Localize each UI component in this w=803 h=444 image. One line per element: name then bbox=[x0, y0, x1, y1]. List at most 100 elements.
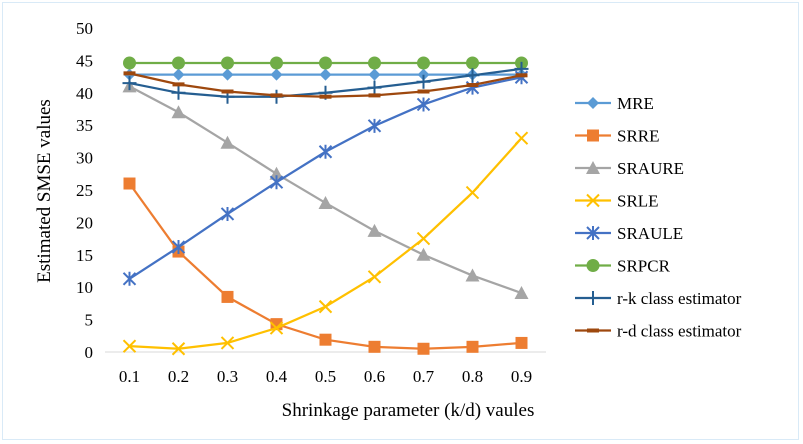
legend-label: r-d class estimator bbox=[617, 322, 742, 341]
data-point bbox=[466, 340, 479, 353]
data-point bbox=[270, 56, 283, 70]
series-r-d-class-estimator bbox=[123, 71, 528, 99]
y-tick-label: 20 bbox=[76, 213, 93, 232]
data-point bbox=[416, 247, 431, 261]
legend-marker bbox=[586, 259, 600, 272]
y-tick-label: 40 bbox=[76, 84, 93, 103]
x-tick-label: 0.5 bbox=[315, 367, 336, 386]
data-point bbox=[368, 340, 381, 353]
data-point bbox=[367, 80, 382, 95]
series-line bbox=[128, 76, 522, 280]
y-tick-label: 30 bbox=[76, 149, 93, 168]
data-point bbox=[319, 56, 332, 70]
legend-marker bbox=[586, 193, 600, 208]
y-axis-title: Estimated SMSE values bbox=[34, 99, 55, 283]
x-tick-label: 0.1 bbox=[119, 367, 140, 386]
data-point bbox=[122, 271, 137, 286]
legend-item: SRPCR bbox=[575, 257, 671, 276]
series-r-k-class-estimator bbox=[122, 61, 529, 104]
legend: MRE SRRE SRAURE SRLE SRAULE SRPCR r-k class es… bbox=[575, 94, 742, 341]
legend-marker bbox=[587, 97, 599, 109]
legend-item: SRAURE bbox=[575, 159, 684, 178]
data-point bbox=[368, 93, 381, 98]
series-sraure bbox=[122, 79, 529, 300]
x-tick-label: 0.6 bbox=[364, 367, 385, 386]
x-tick-label: 0.7 bbox=[413, 367, 435, 386]
data-point bbox=[515, 73, 528, 78]
data-point bbox=[220, 206, 235, 221]
data-point bbox=[465, 68, 480, 83]
data-point bbox=[171, 240, 186, 255]
series-sraule bbox=[122, 70, 529, 286]
legend-label: r-k class estimator bbox=[617, 289, 742, 308]
legend-label: SRPCR bbox=[617, 257, 671, 276]
legend-marker bbox=[586, 226, 600, 240]
data-point bbox=[269, 175, 284, 190]
data-point bbox=[172, 68, 185, 81]
y-tick-label: 15 bbox=[76, 246, 93, 265]
series-line bbox=[129, 137, 523, 350]
data-point bbox=[171, 342, 186, 356]
y-tick-label: 25 bbox=[76, 181, 93, 200]
x-axis-title: Shrinkage parameter (k/d) vaules bbox=[282, 400, 535, 421]
data-point bbox=[221, 56, 234, 70]
legend-marker bbox=[587, 328, 599, 333]
data-point bbox=[318, 299, 333, 314]
y-tick-label: 50 bbox=[76, 19, 93, 38]
legend-marker bbox=[586, 161, 600, 174]
data-point bbox=[319, 68, 332, 81]
data-point bbox=[465, 185, 480, 200]
data-point bbox=[368, 68, 381, 81]
x-tick-label: 0.4 bbox=[266, 367, 288, 386]
y-tick-label: 5 bbox=[85, 311, 94, 330]
data-point bbox=[221, 290, 234, 303]
data-point bbox=[319, 94, 332, 99]
data-point bbox=[172, 82, 185, 87]
x-tick-label: 0.8 bbox=[462, 367, 483, 386]
data-point bbox=[318, 195, 333, 209]
data-point bbox=[220, 336, 235, 350]
data-point bbox=[465, 268, 480, 282]
data-point bbox=[367, 270, 382, 284]
legend-label: SRRE bbox=[617, 127, 660, 146]
legend-item: SRRE bbox=[575, 127, 660, 146]
y-tick-labels: 0 5 10 15 20 25 30 35 40 45 50 bbox=[76, 19, 93, 362]
data-point bbox=[367, 118, 382, 133]
data-point bbox=[416, 97, 431, 112]
legend-marker bbox=[587, 129, 599, 142]
legend-label: SRLE bbox=[617, 192, 659, 211]
legend-item: r-d class estimator bbox=[575, 322, 742, 341]
data-point bbox=[171, 105, 186, 119]
series-srle bbox=[122, 131, 529, 356]
series-layer bbox=[122, 56, 529, 356]
x-tick-label: 0.2 bbox=[168, 367, 189, 386]
data-point bbox=[417, 56, 430, 70]
x-tick-label: 0.9 bbox=[511, 367, 532, 386]
legend-item: SRLE bbox=[575, 192, 659, 211]
data-point bbox=[514, 131, 529, 145]
legend-item: SRAULE bbox=[575, 224, 683, 243]
data-point bbox=[123, 56, 136, 70]
data-point bbox=[122, 339, 137, 353]
data-point bbox=[417, 342, 430, 355]
data-point bbox=[318, 144, 333, 159]
data-point bbox=[270, 93, 283, 98]
legend-item: MRE bbox=[575, 94, 654, 113]
data-point bbox=[269, 321, 284, 335]
data-point bbox=[514, 286, 529, 300]
data-point bbox=[416, 74, 431, 89]
data-point bbox=[123, 177, 136, 190]
x-tick-labels: 0.1 0.2 0.3 0.4 0.5 0.6 0.7 0.8 0.9 bbox=[119, 367, 532, 386]
y-tick-label: 45 bbox=[76, 51, 93, 70]
data-point bbox=[221, 89, 234, 94]
y-tick-label: 0 bbox=[85, 343, 94, 362]
series-mre bbox=[123, 68, 528, 81]
data-point bbox=[368, 56, 381, 70]
y-tick-label: 10 bbox=[76, 278, 93, 297]
data-point bbox=[123, 71, 136, 76]
legend-label: SRAULE bbox=[617, 224, 683, 243]
data-point bbox=[122, 76, 137, 91]
data-point bbox=[416, 231, 431, 246]
y-tick-label: 35 bbox=[76, 116, 93, 135]
